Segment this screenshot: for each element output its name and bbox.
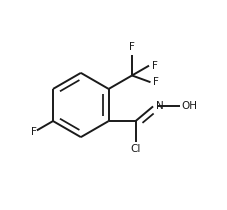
Text: F: F	[152, 77, 158, 87]
Text: Cl: Cl	[130, 144, 140, 155]
Text: N: N	[155, 101, 163, 112]
Text: F: F	[128, 42, 134, 52]
Text: F: F	[31, 127, 37, 137]
Text: F: F	[151, 61, 157, 71]
Text: OH: OH	[180, 101, 196, 112]
